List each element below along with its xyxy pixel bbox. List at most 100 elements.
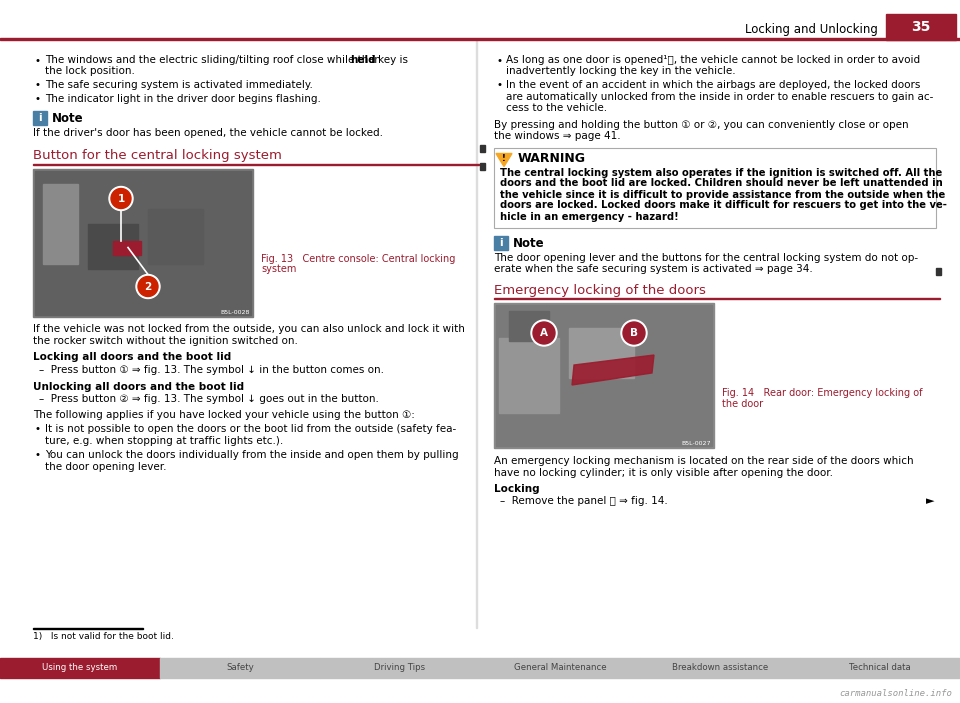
Text: Note: Note	[513, 237, 544, 250]
Polygon shape	[572, 355, 654, 385]
Text: B5L-0028: B5L-0028	[221, 309, 250, 314]
Text: •: •	[35, 81, 41, 91]
Text: The following applies if you have locked your vehicle using the button ①:: The following applies if you have locked…	[33, 410, 415, 420]
Text: the door: the door	[722, 399, 763, 409]
Text: Using the system: Using the system	[42, 664, 118, 673]
Text: ►: ►	[925, 496, 934, 506]
Circle shape	[110, 188, 132, 209]
Text: –  Press button ② ⇒ fig. 13. The symbol ↓ goes out in the button.: – Press button ② ⇒ fig. 13. The symbol ↓…	[39, 394, 379, 404]
Text: have no locking cylinder; it is only visible after opening the door.: have no locking cylinder; it is only vis…	[494, 467, 833, 477]
Text: The central locking system also operates if the ignition is switched off. All th: The central locking system also operates…	[500, 167, 943, 177]
Text: WARNING: WARNING	[518, 153, 586, 165]
Text: 1)   Is not valid for the boot lid.: 1) Is not valid for the boot lid.	[33, 632, 174, 641]
FancyBboxPatch shape	[494, 148, 936, 228]
Text: the vehicle since it is difficult to provide assistance from the outside when th: the vehicle since it is difficult to pro…	[500, 190, 946, 200]
Bar	[88, 224, 138, 269]
Text: The indicator light in the driver door begins flashing.: The indicator light in the driver door b…	[45, 93, 321, 103]
Bar	[886, 14, 956, 40]
Bar	[148, 209, 203, 264]
Text: the door opening lever.: the door opening lever.	[45, 461, 166, 472]
Text: in: in	[368, 55, 381, 65]
Bar	[33, 169, 253, 316]
Text: Safety: Safety	[227, 664, 253, 673]
Text: Locking and Unlocking: Locking and Unlocking	[745, 23, 878, 37]
Text: •: •	[35, 451, 41, 460]
Text: By pressing and holding the button ① or ②, you can conveniently close or open: By pressing and holding the button ① or …	[494, 120, 908, 129]
Text: i: i	[38, 113, 42, 123]
Bar	[499, 338, 559, 413]
Text: i: i	[499, 238, 503, 248]
Bar	[320, 658, 479, 678]
Text: Fig. 13   Centre console: Central locking: Fig. 13 Centre console: Central locking	[261, 254, 455, 264]
Text: The door opening lever and the buttons for the central locking system do not op-: The door opening lever and the buttons f…	[494, 253, 918, 263]
Bar	[480, 658, 639, 678]
Text: held: held	[350, 55, 375, 65]
Text: •: •	[496, 56, 502, 65]
Text: If the vehicle was not locked from the outside, you can also unlock and lock it : If the vehicle was not locked from the o…	[33, 325, 465, 335]
Text: General Maintenance: General Maintenance	[514, 664, 607, 673]
Bar	[936, 268, 941, 275]
Text: B: B	[630, 328, 638, 339]
Text: cess to the vehicle.: cess to the vehicle.	[506, 103, 607, 113]
Text: A: A	[540, 328, 548, 339]
Circle shape	[533, 322, 555, 344]
Bar	[480, 145, 485, 152]
Text: Button for the central locking system: Button for the central locking system	[33, 150, 282, 162]
Bar	[800, 658, 959, 678]
Text: The safe securing system is activated immediately.: The safe securing system is activated im…	[45, 80, 313, 90]
Text: carmanualsonline.info: carmanualsonline.info	[839, 688, 952, 697]
Text: Fig. 14   Rear door: Emergency locking of: Fig. 14 Rear door: Emergency locking of	[722, 388, 923, 398]
Bar	[494, 148, 936, 228]
Text: The windows and the electric sliding/tilting roof close while the key is: The windows and the electric sliding/til…	[45, 55, 411, 65]
Bar	[0, 38, 960, 39]
Text: the windows ⇒ page 41.: the windows ⇒ page 41.	[494, 131, 620, 141]
Text: Driving Tips: Driving Tips	[374, 664, 425, 673]
Text: •: •	[35, 94, 41, 104]
Text: Emergency locking of the doors: Emergency locking of the doors	[494, 284, 706, 297]
Circle shape	[138, 276, 158, 297]
Circle shape	[136, 274, 160, 299]
Text: system: system	[261, 264, 297, 274]
Text: inadvertently locking the key in the vehicle.: inadvertently locking the key in the veh…	[506, 67, 735, 77]
Text: If the driver's door has been opened, the vehicle cannot be locked.: If the driver's door has been opened, th…	[33, 128, 383, 138]
Bar	[33, 111, 47, 125]
Circle shape	[111, 188, 131, 209]
Bar	[0, 658, 159, 678]
Text: B5L-0027: B5L-0027	[682, 441, 711, 446]
Text: You can unlock the doors individually from the inside and open them by pulling: You can unlock the doors individually fr…	[45, 450, 459, 460]
Text: Note: Note	[52, 112, 84, 125]
Text: erate when the safe securing system is activated ⇒ page 34.: erate when the safe securing system is a…	[494, 264, 813, 274]
Text: Locking all doors and the boot lid: Locking all doors and the boot lid	[33, 352, 231, 363]
Circle shape	[531, 320, 557, 346]
Text: •: •	[496, 81, 502, 91]
Text: hicle in an emergency - hazard!: hicle in an emergency - hazard!	[500, 212, 679, 221]
Text: Locking: Locking	[494, 484, 540, 494]
Polygon shape	[496, 153, 512, 167]
Bar	[113, 240, 141, 254]
Text: –  Remove the panel Ⓐ ⇒ fig. 14.: – Remove the panel Ⓐ ⇒ fig. 14.	[500, 496, 668, 506]
Text: •: •	[35, 56, 41, 65]
Text: It is not possible to open the doors or the boot lid from the outside (safety fe: It is not possible to open the doors or …	[45, 424, 456, 434]
Bar	[496, 305, 712, 446]
Text: the lock position.: the lock position.	[45, 67, 134, 77]
Bar	[480, 163, 485, 170]
Text: •: •	[35, 425, 41, 434]
Text: Technical data: Technical data	[850, 664, 911, 673]
Bar	[35, 171, 251, 314]
Circle shape	[623, 322, 645, 344]
Text: In the event of an accident in which the airbags are deployed, the locked doors: In the event of an accident in which the…	[506, 80, 921, 90]
Text: As long as one door is opened¹⦾, the vehicle cannot be locked in order to avoid: As long as one door is opened¹⦾, the veh…	[506, 55, 920, 65]
Bar	[494, 236, 508, 250]
Bar	[494, 298, 940, 299]
Text: Breakdown assistance: Breakdown assistance	[672, 664, 768, 673]
Text: An emergency locking mechanism is located on the rear side of the doors which: An emergency locking mechanism is locate…	[494, 456, 914, 466]
Text: the rocker switch without the ignition switched on.: the rocker switch without the ignition s…	[33, 336, 298, 346]
Text: Unlocking all doors and the boot lid: Unlocking all doors and the boot lid	[33, 382, 244, 392]
Bar	[640, 658, 800, 678]
Text: ture, e.g. when stopping at traffic lights etc.).: ture, e.g. when stopping at traffic ligh…	[45, 435, 283, 446]
Circle shape	[621, 320, 647, 346]
Text: are automatically unlocked from the inside in order to enable rescuers to gain a: are automatically unlocked from the insi…	[506, 91, 933, 101]
Bar	[509, 311, 549, 341]
Text: doors and the boot lid are locked. Children should never be left unattended in: doors and the boot lid are locked. Child…	[500, 179, 943, 188]
Circle shape	[109, 186, 133, 210]
